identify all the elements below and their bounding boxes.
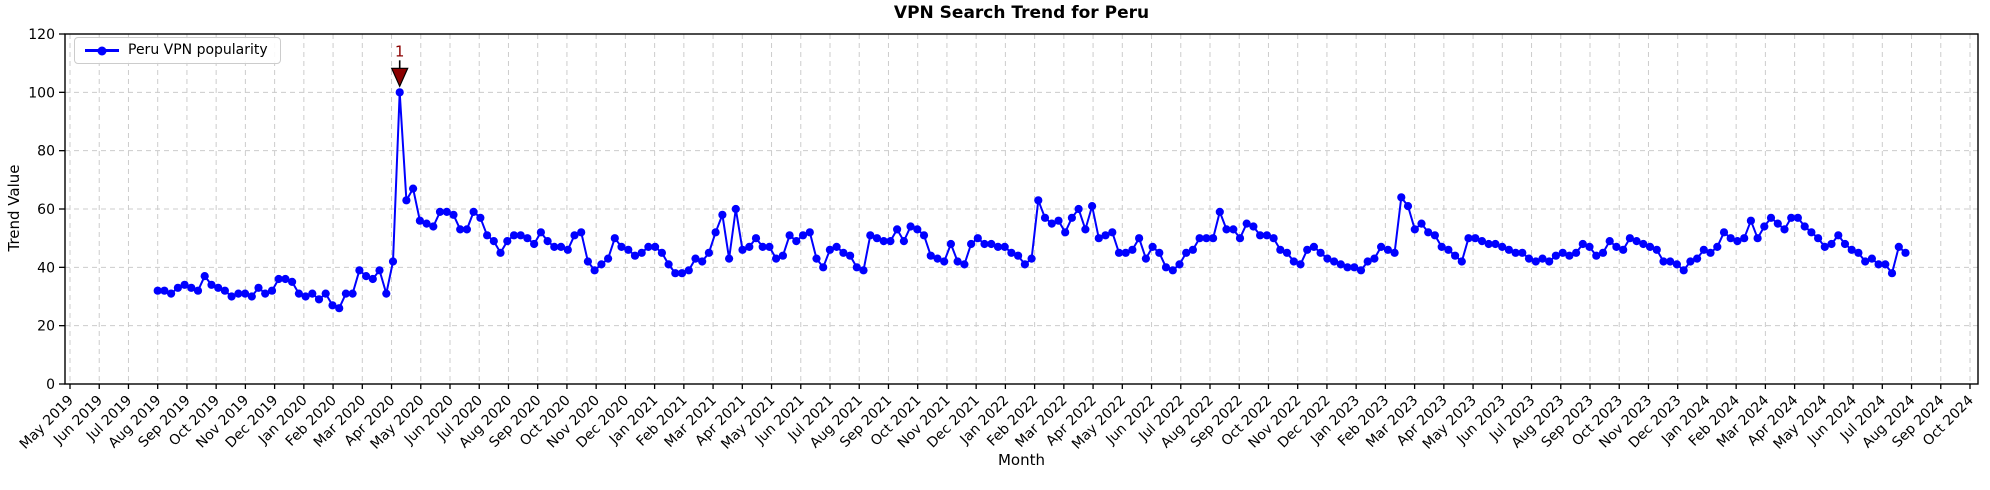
svg-text:40: 40 — [37, 260, 55, 276]
svg-text:0: 0 — [46, 377, 55, 393]
annotation-arrow-icon — [390, 67, 409, 88]
svg-text:100: 100 — [28, 85, 55, 101]
peak-annotation: 1 — [390, 42, 409, 88]
svg-text:120: 120 — [28, 27, 55, 43]
legend-label: Peru VPN popularity — [128, 42, 268, 58]
x-axis-label: Month — [997, 451, 1045, 469]
legend-line-marker-icon — [85, 49, 119, 52]
y-axis-label: Trend Value — [5, 164, 23, 252]
annotation-label: 1 — [395, 42, 405, 60]
y-tick-labels: 0 20 40 60 80 100 120 — [28, 27, 55, 393]
chart-title: VPN Search Trend for Peru — [893, 3, 1150, 23]
svg-text:80: 80 — [37, 144, 55, 160]
trend-line — [157, 91, 1907, 310]
axis-ticks — [59, 33, 1971, 389]
grid-lines — [65, 33, 1978, 385]
data-point-markers — [153, 88, 1910, 313]
svg-text:60: 60 — [37, 202, 55, 218]
legend: Peru VPN popularity — [74, 37, 281, 64]
svg-text:20: 20 — [37, 319, 55, 335]
